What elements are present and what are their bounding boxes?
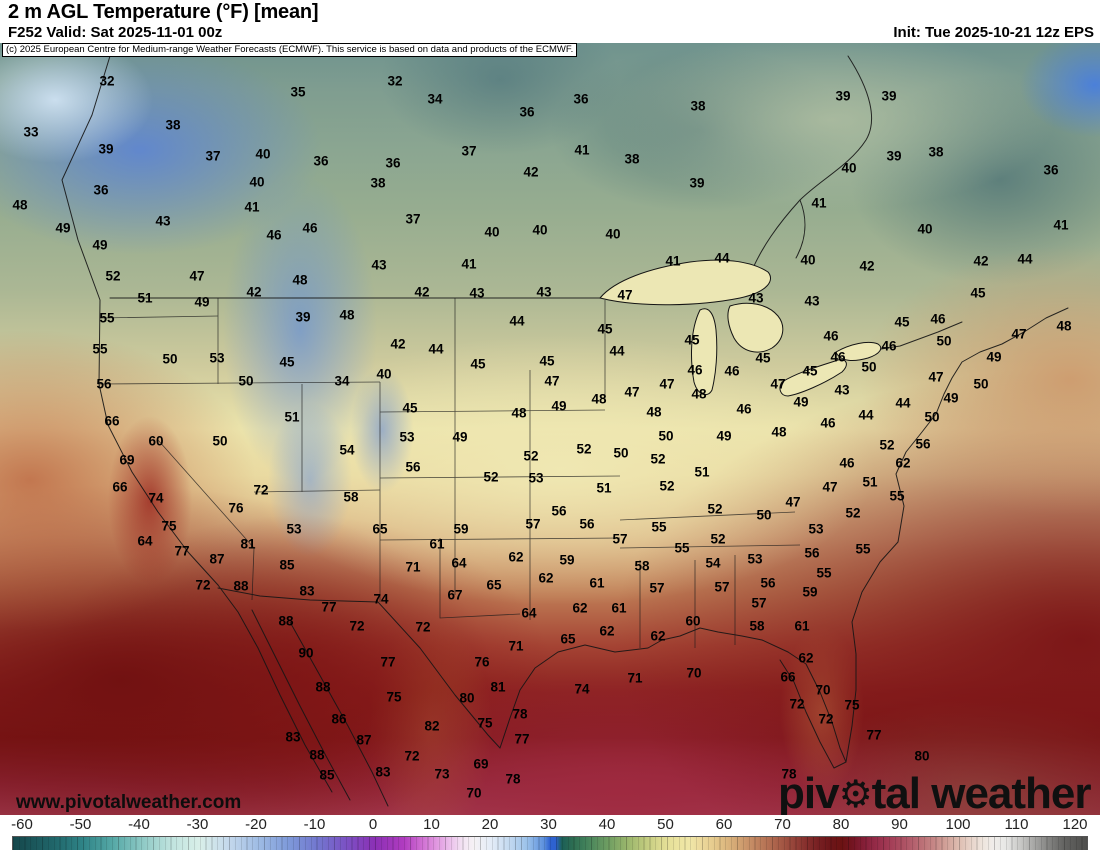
colorbar-area: -60 -50 -40 -30 -20 -10 0 10 20 30 40 50 60 70 80 90 100… xyxy=(0,815,1100,850)
colorbar-tick: 120 xyxy=(1062,816,1088,833)
gear-icon: ⚙ xyxy=(838,774,873,816)
colorbar-tick: 70 xyxy=(774,816,791,833)
colorbar-tick: -20 xyxy=(245,816,267,833)
colorbar-tick: 100 xyxy=(945,816,971,833)
colorbar-tick: -50 xyxy=(69,816,92,833)
colorbar-tick: 90 xyxy=(891,816,908,833)
colorbar-tick: 40 xyxy=(598,816,616,833)
colorbar-tick: -40 xyxy=(128,816,150,833)
colorbar-tick: 30 xyxy=(540,816,557,833)
brand-text-left: piv xyxy=(778,769,840,818)
colorbar-tick: 60 xyxy=(715,816,733,833)
temperature-map xyxy=(0,43,1100,815)
colorbar-tick: 50 xyxy=(657,816,674,833)
colorbar-tick: 80 xyxy=(832,816,850,833)
forecast-valid-label: F252 Valid: Sat 2025-11-01 00z xyxy=(8,24,223,41)
colorbar-tick: 0 xyxy=(368,816,378,833)
colorbar-tick: -60 xyxy=(11,816,33,833)
colorbar-tick: 10 xyxy=(423,816,440,833)
colorbar-tick: -30 xyxy=(186,816,209,833)
brand-text-right: tal weather xyxy=(871,769,1092,818)
colorbar-tick: 110 xyxy=(1004,816,1029,833)
colorbar-tick: 20 xyxy=(481,816,499,833)
site-url-watermark: www.pivotalweather.com xyxy=(16,792,242,813)
colorbar-tick-labels: -60 -50 -40 -30 -20 -10 0 10 20 30 40 50 60 70 80 90 100… xyxy=(0,816,1100,834)
colorbar-segments xyxy=(13,837,1087,850)
page-title: 2 m AGL Temperature (°F) [mean] xyxy=(8,1,319,23)
brand-watermark: piv⚙tal weather xyxy=(778,769,1092,818)
init-time-label: Init: Tue 2025-10-21 12z EPS xyxy=(893,24,1094,41)
copyright-notice: (c) 2025 European Centre for Medium-rang… xyxy=(2,43,578,57)
colorbar-tick: -10 xyxy=(303,816,326,833)
colorbar-gradient xyxy=(12,836,1088,850)
